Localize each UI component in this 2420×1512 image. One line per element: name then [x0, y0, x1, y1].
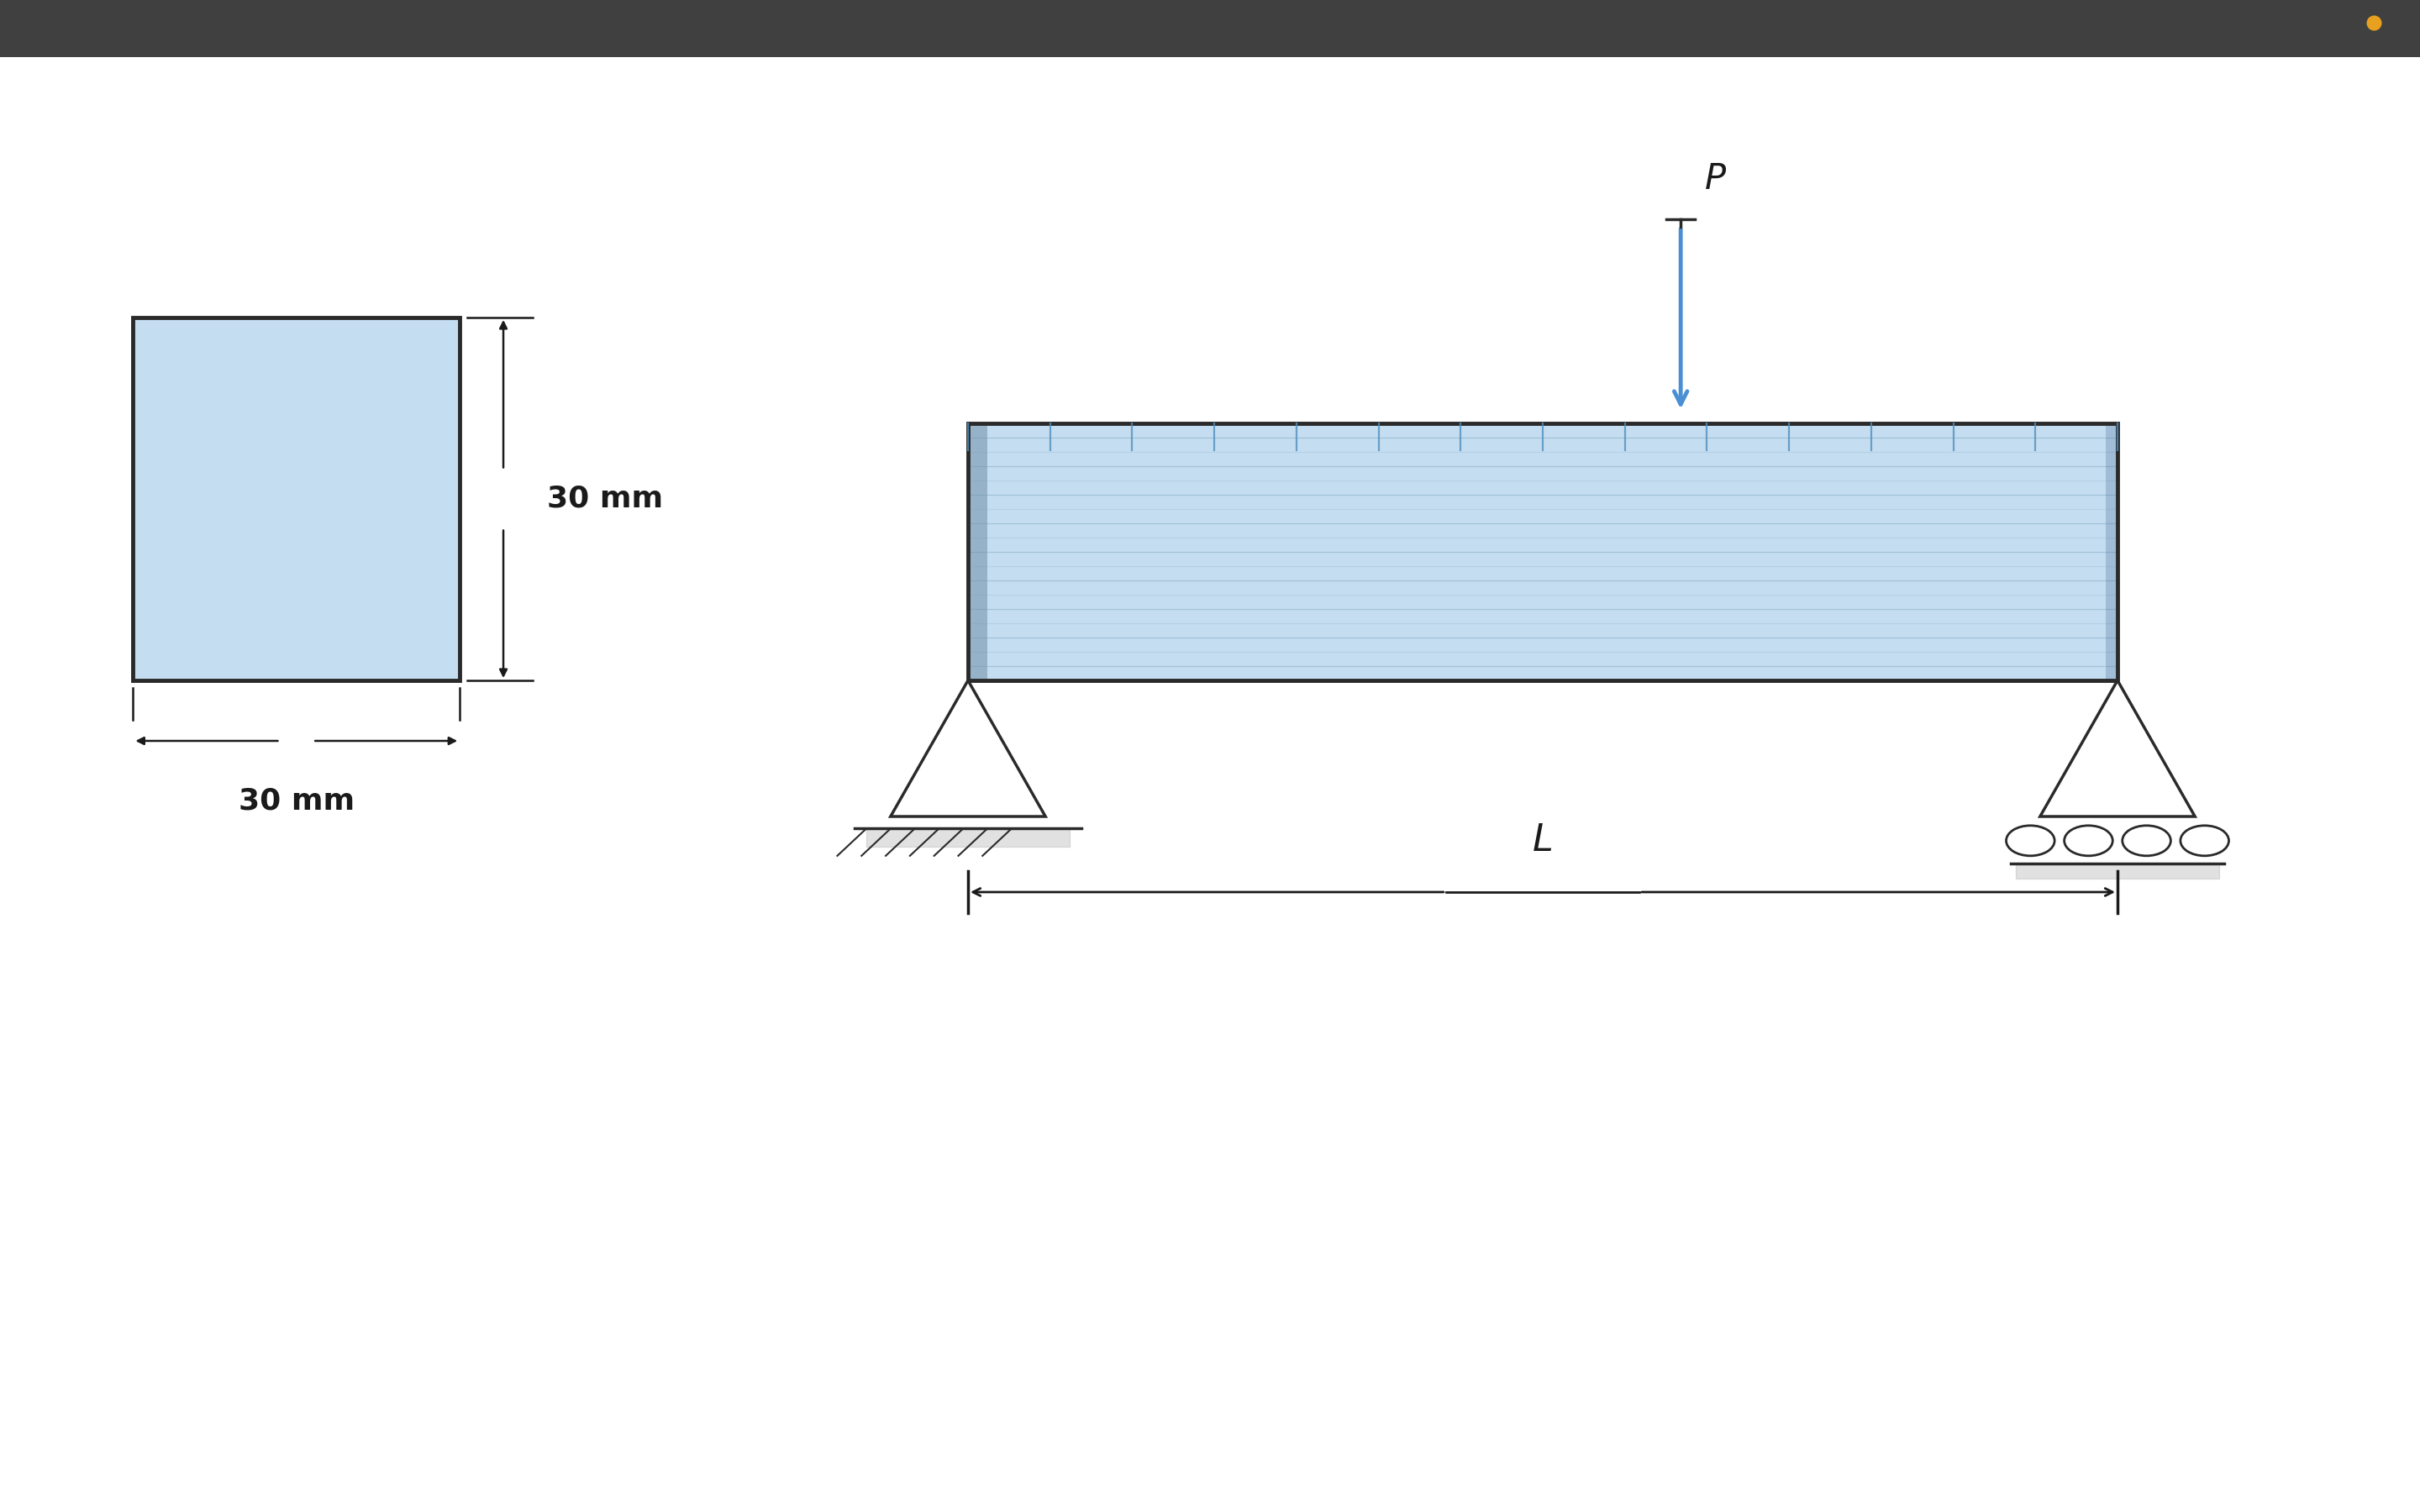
Polygon shape — [891, 680, 1045, 816]
Text: 30 mm: 30 mm — [240, 786, 353, 815]
Circle shape — [2064, 826, 2113, 856]
Text: 30 mm: 30 mm — [547, 485, 663, 513]
Bar — [968, 423, 987, 680]
Bar — [968, 423, 2118, 680]
Polygon shape — [2040, 680, 2195, 816]
Text: L: L — [1532, 823, 1554, 859]
Circle shape — [2006, 826, 2055, 856]
Bar — [2105, 423, 2118, 680]
Bar — [0, 0, 2420, 57]
Text: P: P — [1704, 162, 1725, 197]
Bar — [133, 318, 460, 680]
Circle shape — [2180, 826, 2229, 856]
Circle shape — [2122, 826, 2171, 856]
Bar — [968, 423, 2118, 680]
